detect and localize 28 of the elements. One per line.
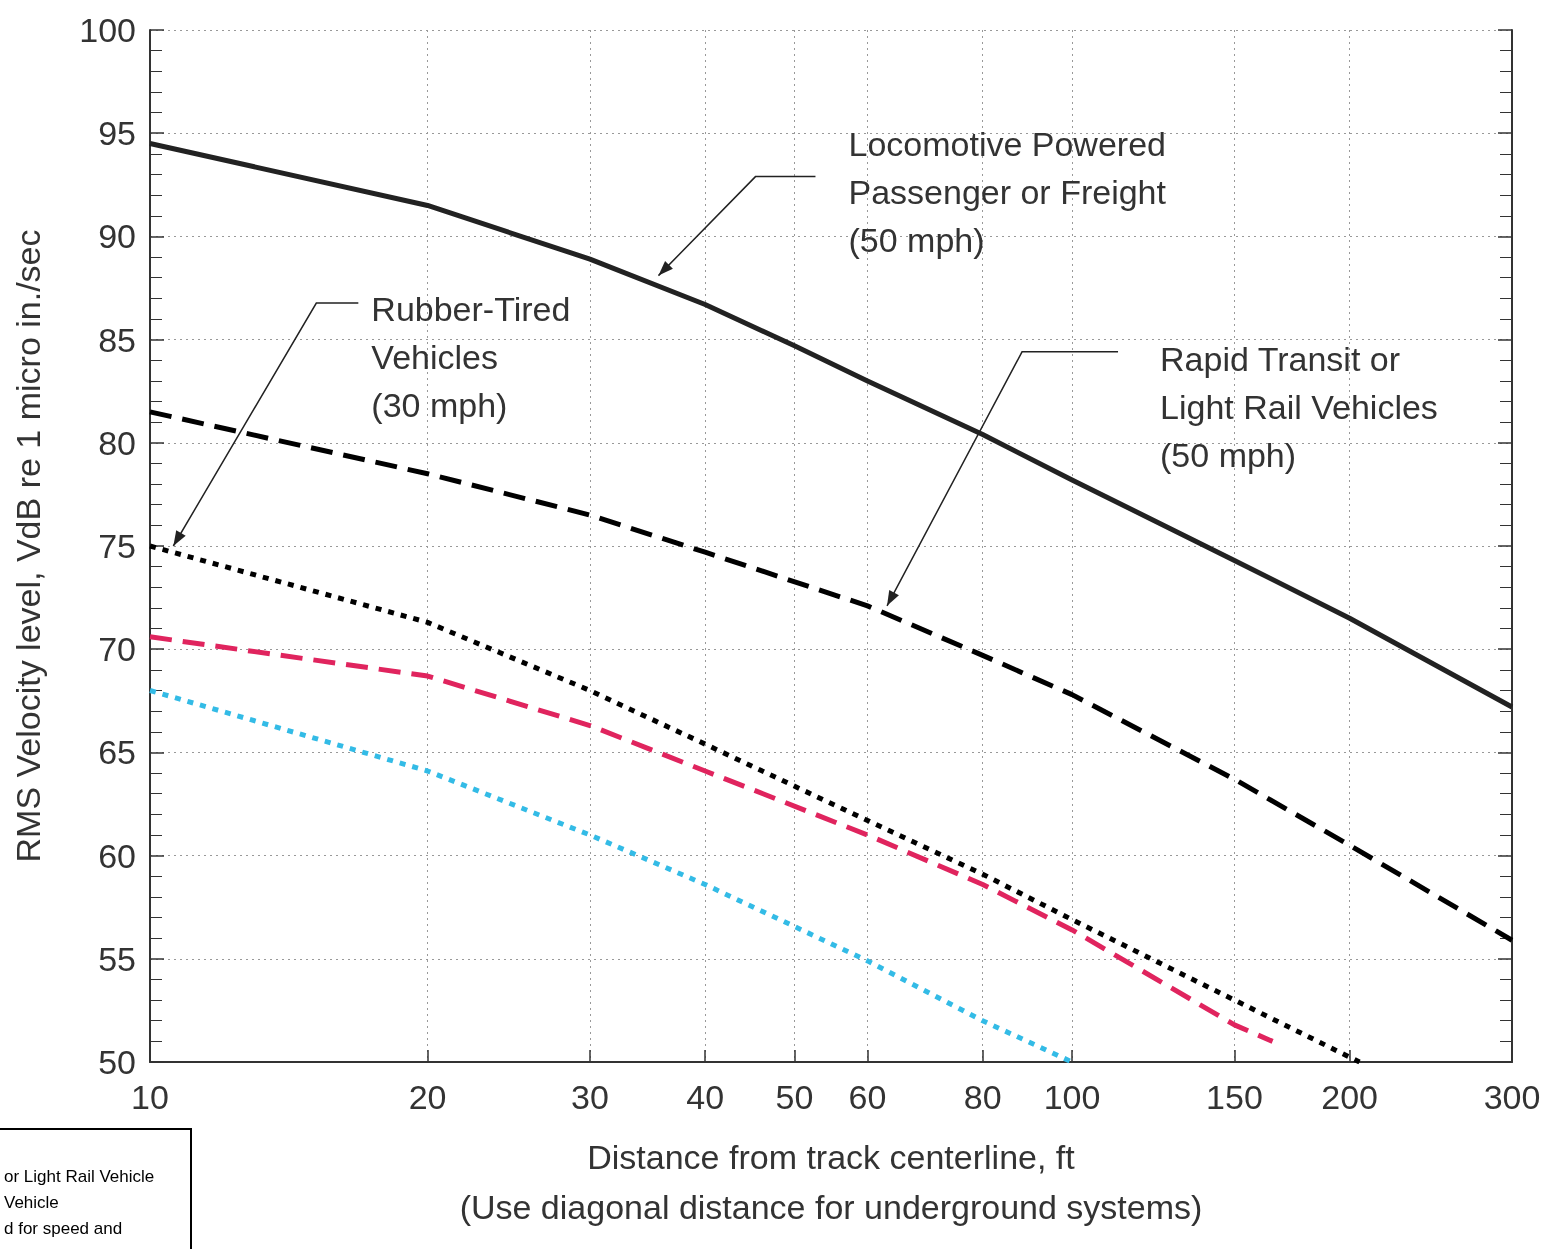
x-tick-label: 60 xyxy=(848,1078,887,1116)
x-axis-title: Distance from track centerline, ft (Use diagonal distance for underground systems) xyxy=(459,1138,1203,1226)
x-tick-label: 150 xyxy=(1206,1078,1263,1116)
x-tick-label: 20 xyxy=(408,1078,447,1116)
x-tick-label: 100 xyxy=(1043,1078,1101,1116)
y-tick-label: 80 xyxy=(98,423,136,462)
y-tick-label: 70 xyxy=(98,630,136,669)
text: Locomotive Powered Passenger or Freight (50 mph) xyxy=(848,124,1167,259)
x-tick-label: 80 xyxy=(963,1078,1002,1116)
y-tick-label: 85 xyxy=(98,320,136,359)
y-tick-label: 75 xyxy=(98,527,136,565)
y-tick-label: 90 xyxy=(98,217,136,256)
x-tick-label: 300 xyxy=(1483,1078,1541,1116)
y-axis-title: RMS Velocity level, VdB re 1 micro in./sec xyxy=(9,229,47,863)
y-tick-label: 55 xyxy=(98,939,136,978)
x-tick-label: 50 xyxy=(775,1078,814,1116)
text: Rubber-Tired Vehicles (30 mph) xyxy=(371,290,571,424)
y-tick-label: 50 xyxy=(98,1043,136,1081)
text: or Light Rail Vehicle Vehicle d for speed and xyxy=(0,1128,192,1249)
text: Rapid Transit or Light Rail Vehicles (50 mph) xyxy=(1160,339,1438,474)
x-tick-label: 200 xyxy=(1321,1078,1378,1116)
y-tick-label: 95 xyxy=(98,114,136,153)
x-tick-label: 10 xyxy=(131,1078,169,1116)
x-tick-label: 30 xyxy=(571,1078,609,1116)
y-tick-label: 60 xyxy=(98,836,136,875)
x-tick-label: 40 xyxy=(686,1078,725,1116)
y-tick-label: 65 xyxy=(98,733,136,772)
y-tick-label: 100 xyxy=(79,11,136,49)
